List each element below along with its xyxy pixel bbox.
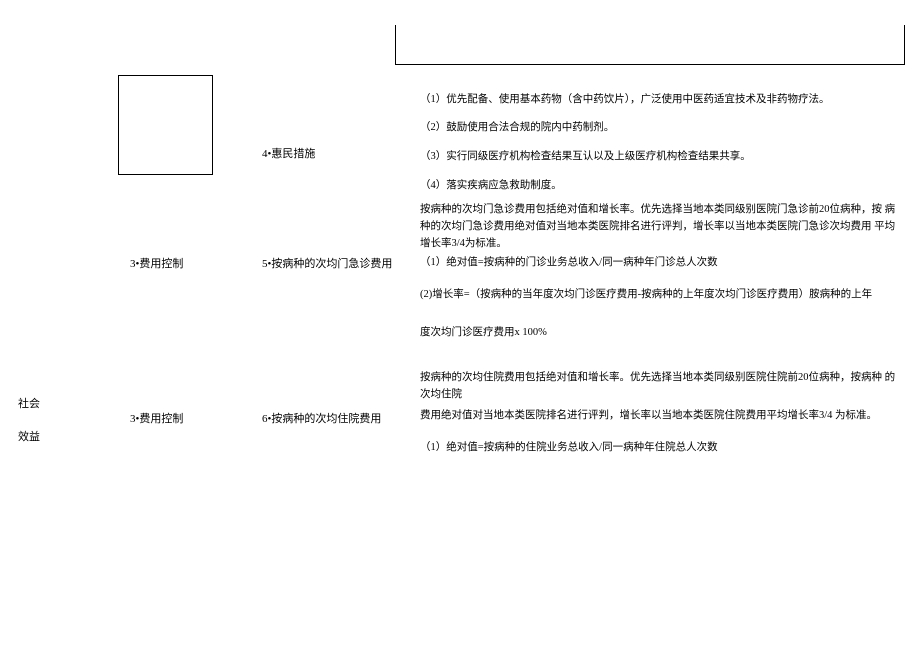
row6-intro1: 按病种的次均住院费用包括绝对值和增长率。优先选择当地本类同级别医院住院前20位病… <box>420 370 905 404</box>
category-label-1: 社会 <box>18 395 40 411</box>
row5-item2: (2)增长率=（按病种的当年度次均门诊医疗费用-按病种的上年度次均门诊医疗费用）… <box>420 287 905 304</box>
header-box <box>395 25 905 65</box>
row5-item3: 度次均门诊医疗费用x 100% <box>420 325 905 342</box>
row5-col2: 3•费用控制 <box>130 255 183 271</box>
row4-label: 4•惠民措施 <box>262 145 315 161</box>
row6-col2: 3•费用控制 <box>130 410 183 426</box>
category-label-2: 效益 <box>18 428 40 444</box>
empty-cell-box <box>118 75 213 175</box>
row4-item4: （4）落实疾病应急救助制度。 <box>420 178 905 195</box>
row5-item1: （1）绝对值=按病种的门诊业务总收入/同一病种年门诊总人次数 <box>420 255 905 272</box>
row4-item1: （1）优先配备、使用基本药物（含中药饮片），广泛使用中医药适宜技术及非药物疗法。 <box>420 92 905 109</box>
row6-item1: （1）绝对值=按病种的住院业务总收入/同一病种年住院总人次数 <box>420 440 905 457</box>
row6-label: 6•按病种的次均住院费用 <box>262 410 381 426</box>
row5-label: 5•按病种的次均门急诊费用 <box>262 255 392 271</box>
row6-intro2: 费用绝对值对当地本类医院排名进行评判，增长率以当地本类医院住院费用平均增长率3/… <box>420 408 905 425</box>
row5-intro: 按病种的次均门急诊费用包括绝对值和增长率。优先选择当地本类同级别医院门急诊前20… <box>420 202 905 252</box>
row4-item3: （3）实行同级医疗机构检查结果互认以及上级医疗机构检查结果共享。 <box>420 149 905 166</box>
row4-item2: （2）鼓励使用合法合规的院内中药制剂。 <box>420 120 905 137</box>
